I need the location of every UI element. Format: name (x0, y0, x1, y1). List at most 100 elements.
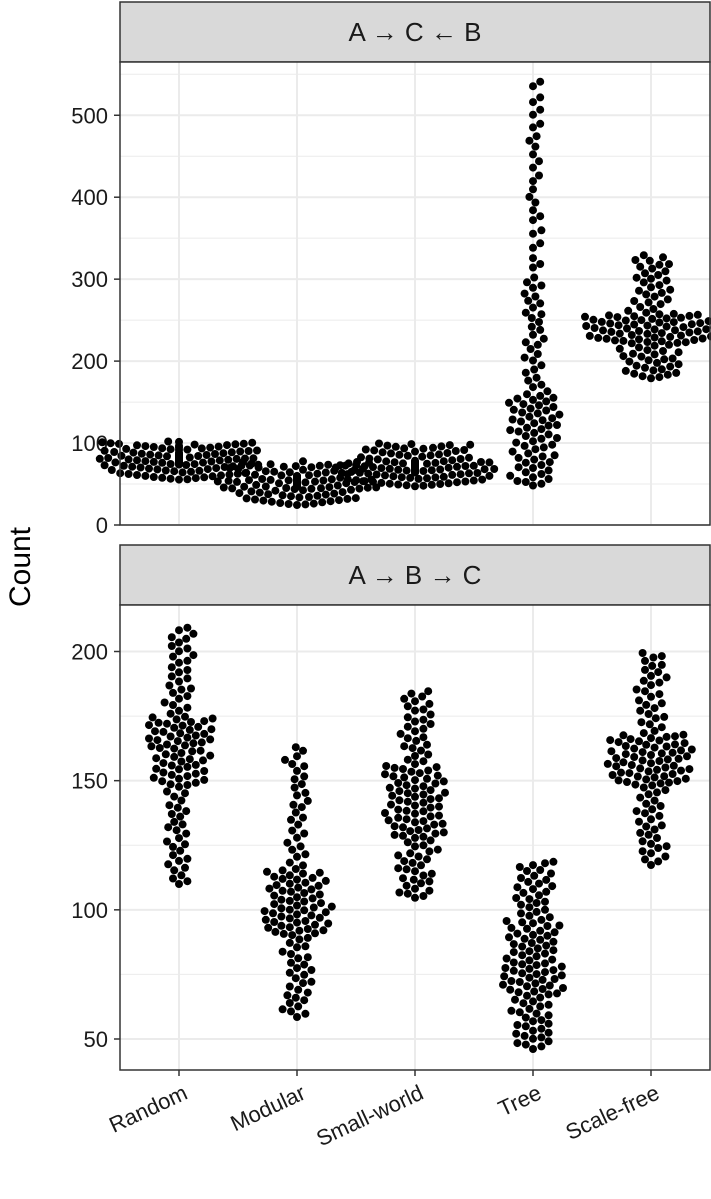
data-point (169, 701, 177, 709)
data-point (149, 773, 158, 782)
data-point (309, 499, 318, 508)
data-point (189, 651, 198, 660)
data-point (589, 315, 598, 324)
data-point (607, 327, 616, 336)
data-point (478, 475, 487, 484)
data-point (662, 732, 671, 741)
data-point (295, 935, 304, 944)
data-point (693, 327, 702, 336)
data-point (529, 1026, 537, 1035)
data-point (285, 938, 294, 947)
data-point (661, 267, 670, 276)
group-small-world (331, 439, 499, 491)
data-point (327, 475, 336, 484)
data-point (654, 844, 663, 852)
data-point (133, 441, 141, 450)
data-point (287, 815, 295, 824)
data-point (411, 884, 419, 893)
data-point (511, 995, 519, 1004)
data-point (648, 314, 657, 323)
data-point (175, 626, 183, 635)
data-point (549, 966, 558, 975)
data-point (649, 653, 658, 662)
data-point (327, 902, 336, 911)
data-point (619, 352, 628, 361)
data-point (529, 150, 537, 159)
data-point (655, 757, 664, 765)
data-point (662, 842, 671, 851)
data-point (261, 915, 270, 924)
data-point (295, 926, 304, 935)
data-point (669, 318, 678, 327)
data-point (177, 685, 186, 694)
data-point (161, 750, 170, 759)
data-point (409, 875, 418, 884)
data-point (536, 935, 545, 944)
data-point (508, 447, 517, 456)
data-point (271, 927, 280, 936)
data-point (543, 931, 552, 940)
data-point (615, 329, 624, 338)
data-point (536, 105, 545, 114)
group-random (145, 623, 217, 888)
data-point (507, 923, 516, 932)
data-point (303, 925, 312, 933)
data-point (550, 975, 559, 983)
data-point (199, 756, 207, 765)
data-point (543, 387, 552, 396)
data-point (662, 314, 671, 323)
data-point (351, 494, 360, 503)
data-point (417, 746, 425, 755)
data-point (537, 281, 546, 290)
data-point (439, 457, 448, 466)
data-point (300, 889, 309, 897)
data-point (301, 500, 310, 509)
data-point (236, 447, 245, 456)
data-point (357, 453, 365, 462)
data-point (170, 723, 179, 732)
data-point (427, 869, 436, 878)
data-point (536, 325, 545, 334)
data-point (671, 732, 679, 741)
data-point (529, 303, 537, 312)
data-point (137, 449, 146, 458)
data-point (106, 439, 115, 448)
data-point (295, 493, 304, 502)
data-point (625, 769, 634, 778)
data-point (509, 405, 518, 414)
data-point (536, 77, 545, 86)
data-point (169, 688, 177, 697)
data-point (394, 480, 403, 489)
data-point (325, 483, 334, 492)
data-point (431, 458, 440, 467)
data-point (303, 953, 312, 962)
data-point (529, 383, 537, 392)
data-point (647, 849, 655, 858)
data-point (347, 467, 356, 476)
data-point (668, 748, 677, 757)
data-point (681, 774, 690, 783)
data-point (195, 466, 204, 475)
data-point (183, 475, 192, 484)
data-point (644, 356, 653, 365)
data-point (414, 852, 423, 861)
data-point (294, 954, 303, 963)
data-point (657, 699, 666, 708)
data-point (530, 273, 539, 282)
data-point (261, 482, 270, 491)
data-point (338, 488, 347, 497)
data-point (537, 226, 546, 235)
data-point (448, 470, 457, 479)
data-point (419, 790, 428, 799)
data-point (369, 477, 377, 486)
data-point (267, 497, 276, 506)
data-point (163, 452, 171, 461)
data-point (411, 792, 419, 801)
x-tick-label: Scale-free (562, 1080, 663, 1145)
data-point (324, 460, 333, 469)
y-tick-label: 200 (71, 349, 108, 374)
data-point (313, 491, 322, 500)
data-point (477, 458, 485, 466)
data-point (291, 865, 300, 873)
y-tick-label: 300 (71, 267, 108, 292)
